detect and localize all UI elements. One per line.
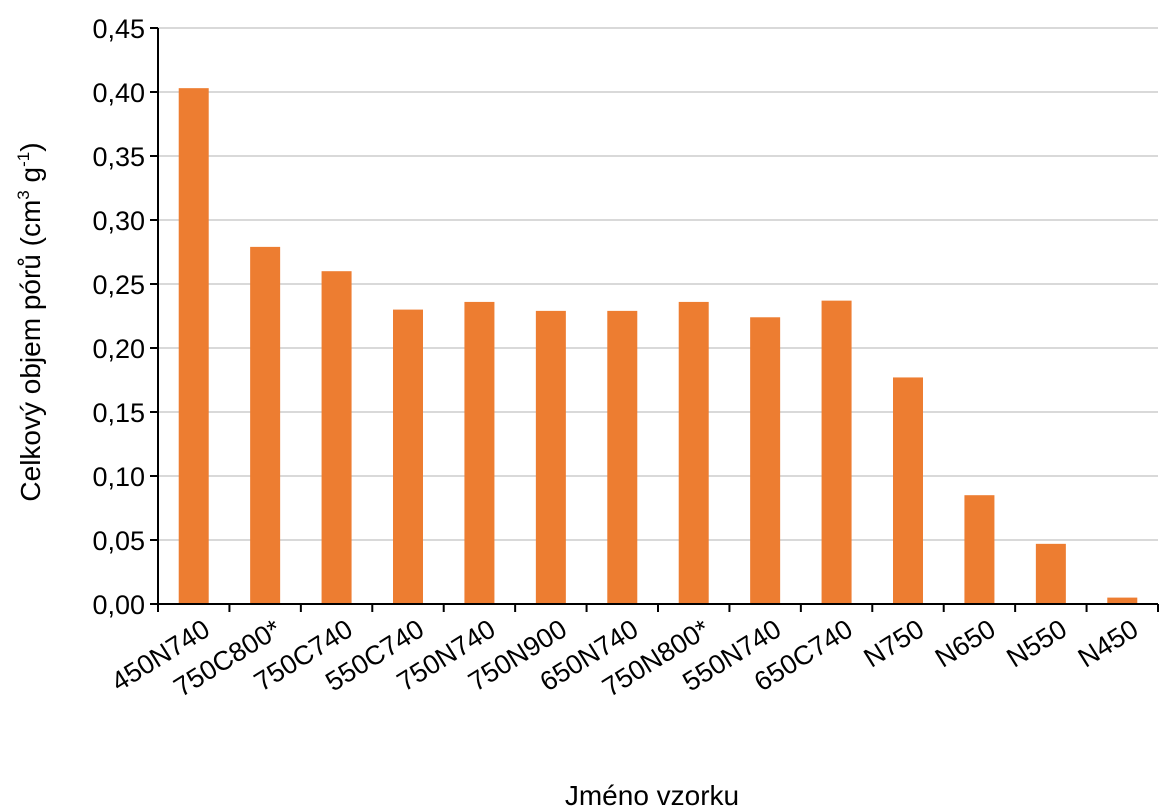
- y-tick-label: 0,20: [92, 334, 145, 364]
- y-tick-label: 0,40: [92, 78, 145, 108]
- y-tick-label: 0,35: [92, 142, 145, 172]
- bar: [893, 377, 923, 604]
- y-tick-label: 0,10: [92, 462, 145, 492]
- x-tick-label: N450: [1073, 614, 1144, 674]
- bar: [750, 317, 781, 604]
- x-tick-label: N650: [930, 614, 1001, 674]
- x-tick-label: N750: [859, 614, 930, 674]
- y-tick-label: 0,15: [92, 398, 145, 428]
- bar: [250, 246, 281, 604]
- x-tick-label: N550: [1001, 614, 1072, 674]
- bar: [393, 309, 423, 604]
- y-tick-label: 0,45: [92, 14, 145, 44]
- bar: [964, 495, 995, 604]
- bar: [178, 88, 209, 604]
- bar: [535, 310, 566, 604]
- bar: [1107, 597, 1138, 604]
- x-tick-labels: 450N740750C800*750C740550C740750N740750N…: [106, 613, 1143, 702]
- axes: [150, 27, 1159, 612]
- bar: [1035, 543, 1066, 604]
- gridlines: [158, 27, 1158, 541]
- y-axis-title: Celkový objem pórů (cm3 g-1): [14, 142, 46, 501]
- bar: [464, 301, 495, 604]
- y-tick-label: 0,25: [92, 270, 145, 300]
- y-tick-labels: 0,00 0,05 0,10 0,15 0,20 0,25 0,30 0,35 0,40 0,45: [92, 14, 145, 620]
- x-axis-title: Jméno vzorku: [565, 780, 739, 811]
- y-tick-label: 0,00: [92, 590, 145, 620]
- bar: [321, 271, 352, 604]
- y-tick-label: 0,05: [92, 526, 145, 556]
- bar: [821, 300, 852, 604]
- bar: [678, 301, 709, 604]
- y-tick-label: 0,30: [92, 206, 145, 236]
- bar: [607, 310, 638, 604]
- bars: [178, 88, 1138, 604]
